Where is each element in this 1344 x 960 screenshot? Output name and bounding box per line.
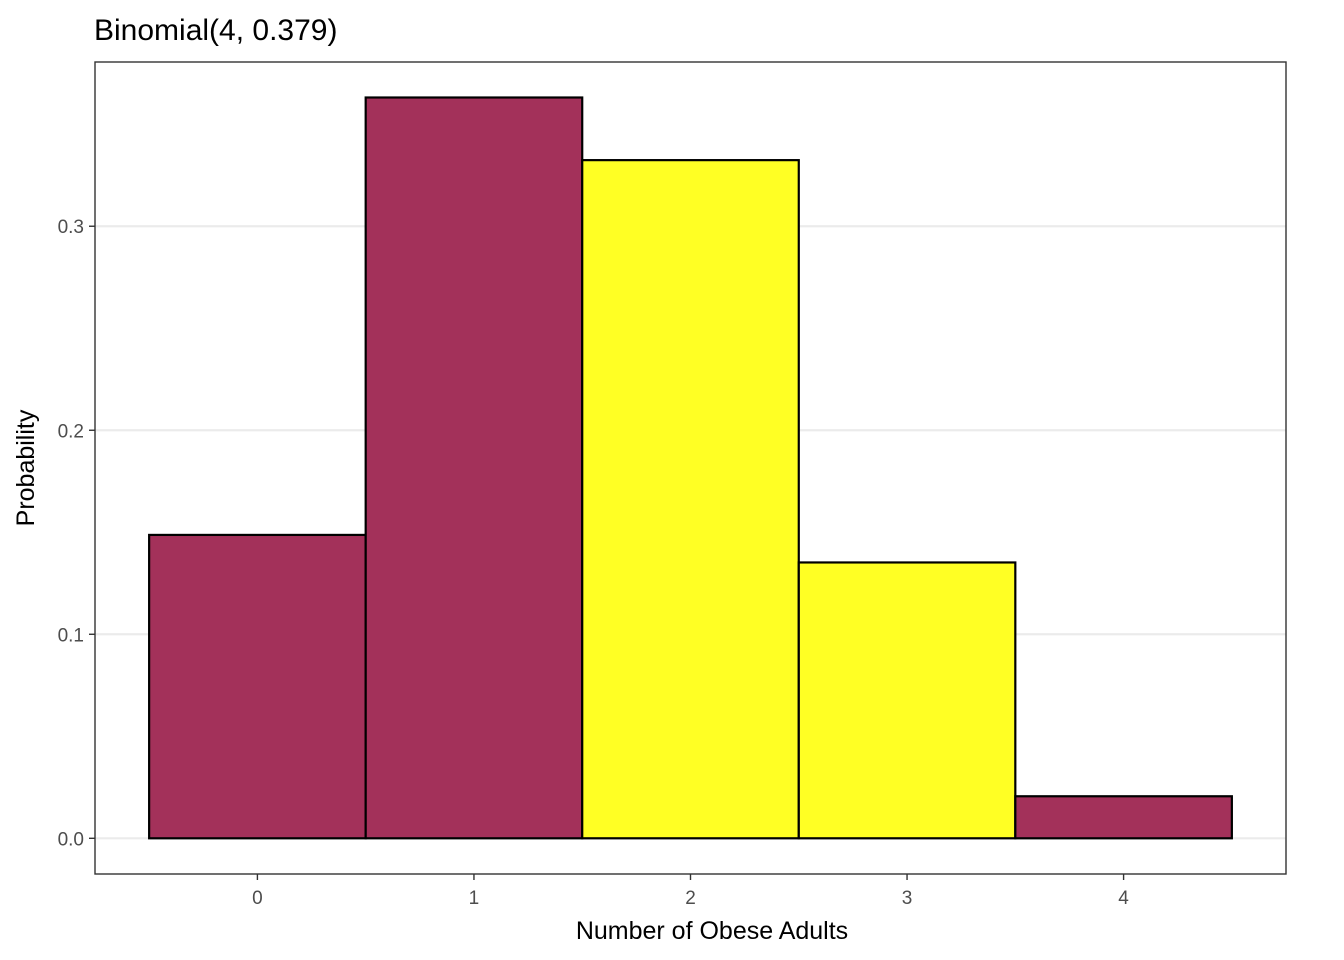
bars xyxy=(148,96,1233,840)
bar-1 xyxy=(364,96,584,840)
chart-title: Binomial(4, 0.379) xyxy=(94,14,337,47)
bar-0 xyxy=(148,533,367,840)
x-tick-label: 4 xyxy=(1118,888,1129,909)
y-tick-label: 0.2 xyxy=(58,421,84,442)
x-tick-label: 3 xyxy=(902,888,913,909)
x-tick-label: 0 xyxy=(252,888,263,909)
bar-4 xyxy=(1014,795,1233,840)
y-tick-label: 0.1 xyxy=(58,625,84,646)
y-axis: 0.0 0.1 0.2 0.3 xyxy=(58,217,95,850)
x-tick-label: 2 xyxy=(685,888,696,909)
bar-3 xyxy=(797,561,1017,840)
x-axis: 0 1 2 3 4 xyxy=(252,874,1129,909)
bar-2 xyxy=(581,159,800,840)
y-tick-label: 0.0 xyxy=(58,829,84,850)
y-axis-label: Probability xyxy=(12,409,40,526)
x-tick-label: 1 xyxy=(469,888,480,909)
x-axis-label: Number of Obese Adults xyxy=(576,917,848,945)
y-tick-label: 0.3 xyxy=(58,217,84,238)
